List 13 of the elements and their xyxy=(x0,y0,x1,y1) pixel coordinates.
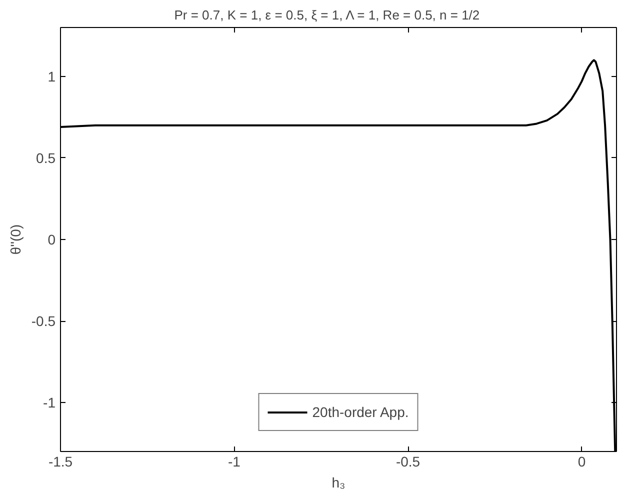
y-tick-label: -1 xyxy=(43,394,56,411)
x-axis-title: h₃ xyxy=(332,474,346,490)
x-tick-label: -0.5 xyxy=(396,454,420,470)
y-tick-label: 1 xyxy=(48,68,56,84)
y-tick-label: 0.5 xyxy=(36,150,56,166)
y-tick-label: 0 xyxy=(48,232,56,248)
y-tick-label: -0.5 xyxy=(31,313,56,330)
x-tick-label: -1.5 xyxy=(48,454,73,470)
legend-label: 20th-order App. xyxy=(312,404,409,420)
x-tick-label: 0 xyxy=(578,454,586,470)
chart-title: Pr = 0.7, K = 1, ε = 0.5, ξ = 1, Λ = 1, Re = 0.5, n = 1/2 xyxy=(174,8,480,22)
x-tick-label: -1 xyxy=(228,454,241,470)
y-axis-title: θ''(0) xyxy=(7,224,24,255)
